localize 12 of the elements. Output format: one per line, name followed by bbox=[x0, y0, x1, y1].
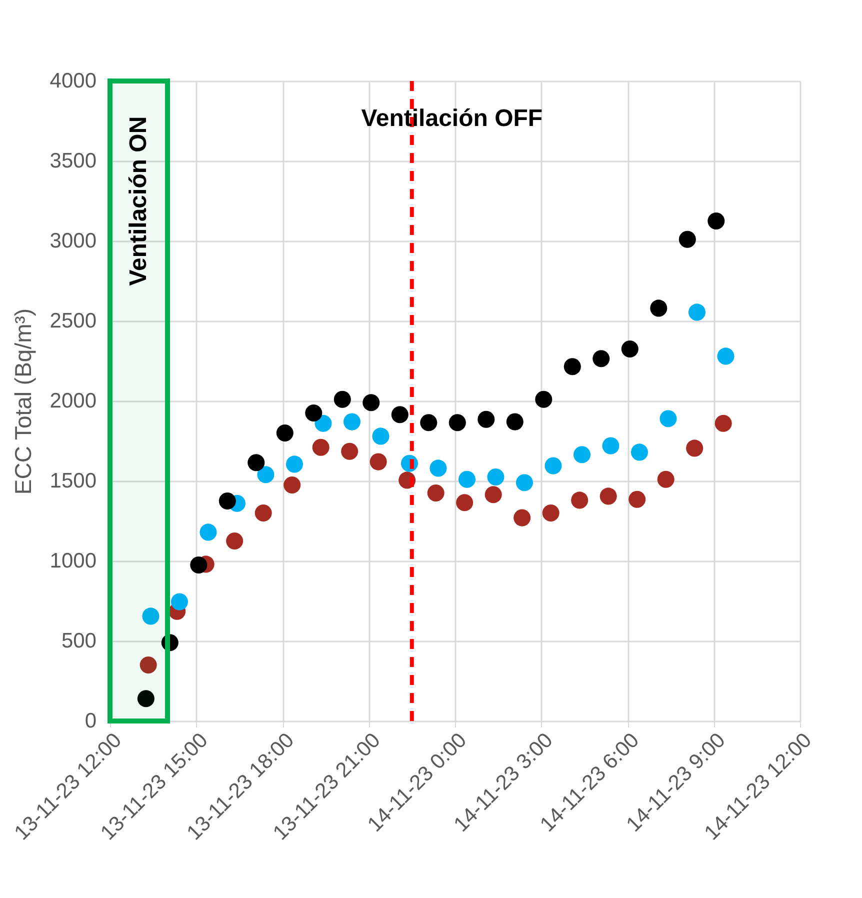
band-label: Ventilación ON bbox=[124, 116, 152, 286]
y-axis-title: ECC Total (Bq/m³) bbox=[10, 308, 36, 495]
y-tick-label: 3500 bbox=[50, 150, 96, 172]
y-tick-label: 500 bbox=[61, 630, 96, 652]
y-tick-label: 3000 bbox=[50, 230, 96, 252]
y-tick-label: 4000 bbox=[50, 70, 96, 92]
y-tick-label: 2000 bbox=[50, 390, 96, 412]
y-tick-label: 0 bbox=[84, 710, 96, 732]
ref-line-label: Ventilación OFF bbox=[361, 105, 543, 132]
y-tick-label: 1500 bbox=[50, 470, 96, 492]
y-tick-label: 1000 bbox=[50, 550, 96, 572]
y-tick-label: 2500 bbox=[50, 310, 96, 332]
